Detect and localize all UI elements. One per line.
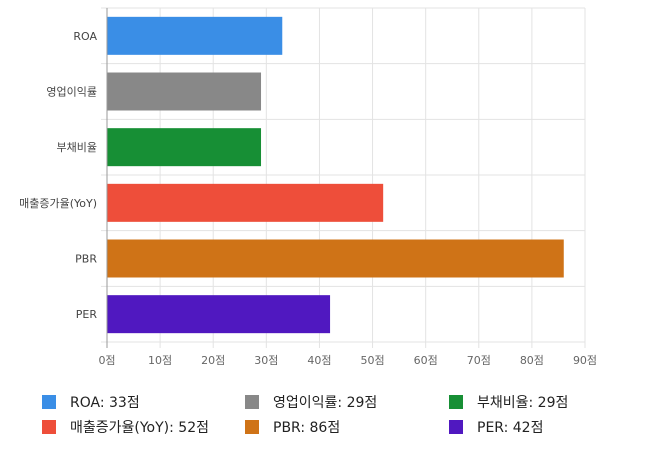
legend-swatch xyxy=(245,395,259,409)
y-tick-label: PER xyxy=(76,308,98,321)
legend-item[interactable]: 영업이익률: 29점 xyxy=(245,392,377,412)
legend-item[interactable]: PER: 42점 xyxy=(449,417,543,437)
legend-label: ROA: 33점 xyxy=(70,395,140,411)
x-tick-label: 0점 xyxy=(98,354,115,367)
bar-0 xyxy=(107,16,283,55)
y-tick-label: 매출증가율(YoY) xyxy=(19,197,97,210)
x-tick-label: 60점 xyxy=(414,354,438,367)
x-tick-label: 90점 xyxy=(573,354,597,367)
x-tick-label: 70점 xyxy=(467,354,491,367)
y-tick-label: 부채비율 xyxy=(57,141,97,154)
legend-swatch xyxy=(245,420,259,434)
legend-swatch xyxy=(42,395,56,409)
x-tick-label: 10점 xyxy=(148,354,172,367)
legend-label: PER: 42점 xyxy=(477,420,544,436)
legend-item[interactable]: ROA: 33점 xyxy=(42,392,140,412)
bar-4 xyxy=(107,239,564,278)
legend-label: 부채비율: 29점 xyxy=(477,395,569,411)
x-tick-label: 80점 xyxy=(520,354,544,367)
y-tick-label: 영업이익률 xyxy=(46,86,97,99)
bar-2 xyxy=(107,128,262,167)
legend-item[interactable]: 부채비율: 29점 xyxy=(449,392,568,412)
legend-label: 매출증가율(YoY): 52점 xyxy=(70,420,209,436)
legend-swatch xyxy=(449,420,463,434)
y-tick-label: ROA xyxy=(73,30,97,43)
x-tick-label: 50점 xyxy=(360,354,384,367)
x-tick-label: 40점 xyxy=(307,354,331,367)
legend-swatch xyxy=(449,395,463,409)
legend-item[interactable]: 매출증가율(YoY): 52점 xyxy=(42,417,209,437)
bar-1 xyxy=(107,72,262,111)
bar-3 xyxy=(107,183,384,222)
legend-label: 영업이익률: 29점 xyxy=(273,395,378,411)
y-tick-label: PBR xyxy=(75,253,97,266)
legend-swatch xyxy=(42,420,56,434)
bar-5 xyxy=(107,295,331,334)
x-tick-label: 30점 xyxy=(254,354,278,367)
bar-chart: 0점 10점 20점 30점 40점 50점 60점 70점 80점 90점 ROA 영업이익률부채비… xyxy=(19,7,597,367)
x-tick-label: 20점 xyxy=(201,354,225,367)
legend-label: PBR: 86점 xyxy=(273,420,341,436)
legend-item[interactable]: PBR: 86점 xyxy=(245,417,340,437)
